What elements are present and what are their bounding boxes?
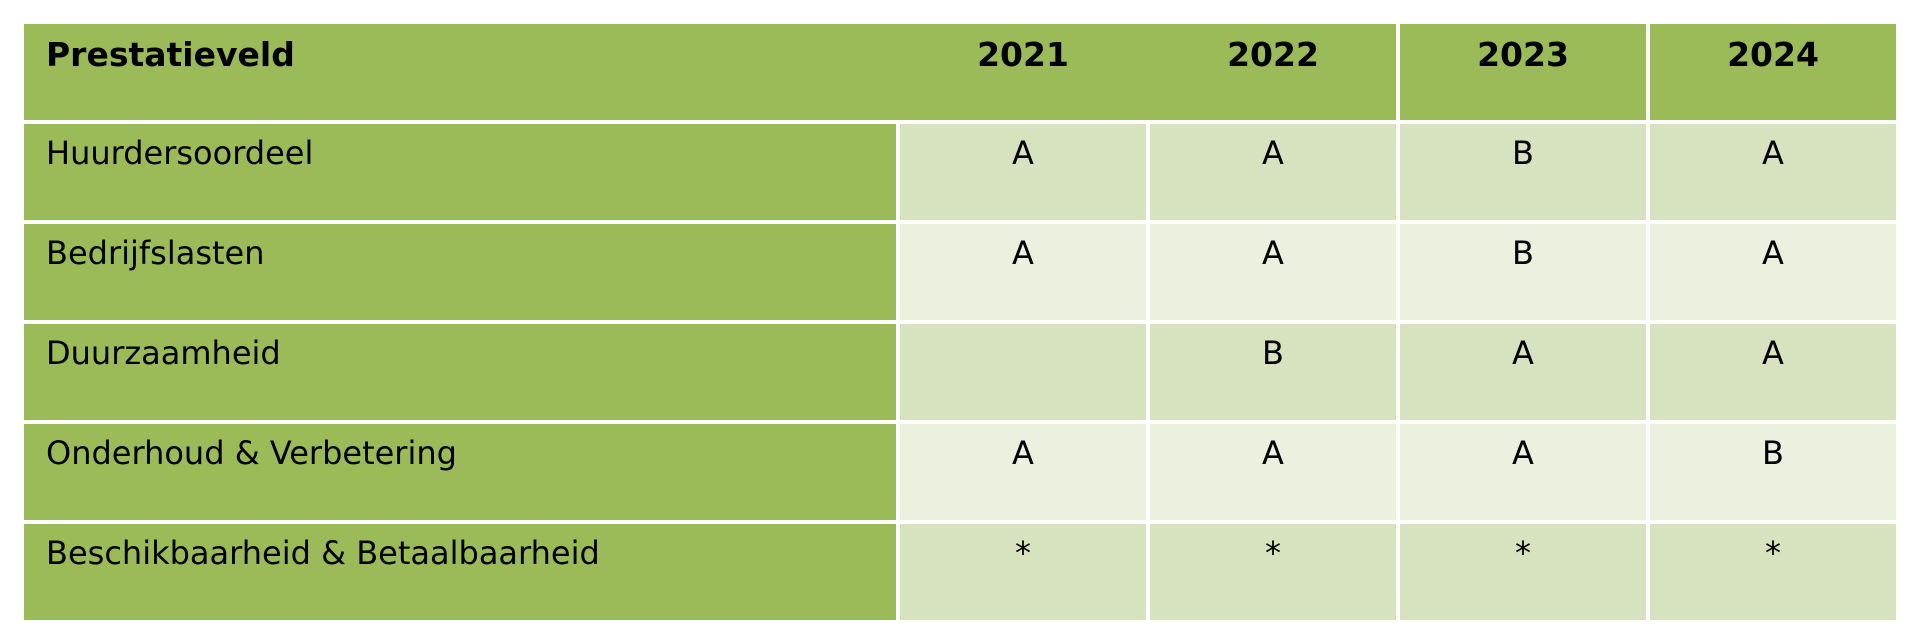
- row-label: Bedrijfslasten: [24, 224, 896, 320]
- table-cell: A: [1650, 324, 1896, 420]
- header-year-2022: 2022: [1227, 35, 1319, 74]
- table-cell: A: [1650, 224, 1896, 320]
- table-cell: B: [1400, 224, 1646, 320]
- header-year-2021: 2021: [977, 35, 1069, 74]
- header-label: Prestatieveld: [46, 35, 295, 74]
- table-cell: A: [900, 424, 1146, 520]
- table-cell: [900, 324, 1146, 420]
- header-label-cell: Prestatieveld 2021 2022: [24, 24, 1396, 120]
- row-label: Huurdersoordeel: [24, 124, 896, 220]
- row-label: Onderhoud & Verbetering: [24, 424, 896, 520]
- header-year-2023: 2023: [1400, 24, 1646, 120]
- table-cell: A: [1150, 124, 1396, 220]
- table-cell: A: [900, 124, 1146, 220]
- table-cell: A: [900, 224, 1146, 320]
- row-label: Duurzaamheid: [24, 324, 896, 420]
- header-year-2024: 2024: [1650, 24, 1896, 120]
- table-cell: A: [1400, 424, 1646, 520]
- table-cell: A: [1150, 224, 1396, 320]
- table-cell: B: [1650, 424, 1896, 520]
- table-cell: *: [900, 524, 1146, 620]
- row-label: Beschikbaarheid & Betaalbaarheid: [24, 524, 896, 620]
- performance-table: Prestatieveld 2021 2022 2023 2024 Huurde…: [24, 24, 1896, 622]
- table-cell: A: [1650, 124, 1896, 220]
- table-cell: *: [1400, 524, 1646, 620]
- table-cell: B: [1400, 124, 1646, 220]
- table-cell: A: [1150, 424, 1396, 520]
- table-cell: A: [1400, 324, 1646, 420]
- table-cell: B: [1150, 324, 1396, 420]
- table-cell: *: [1150, 524, 1396, 620]
- table-cell: *: [1650, 524, 1896, 620]
